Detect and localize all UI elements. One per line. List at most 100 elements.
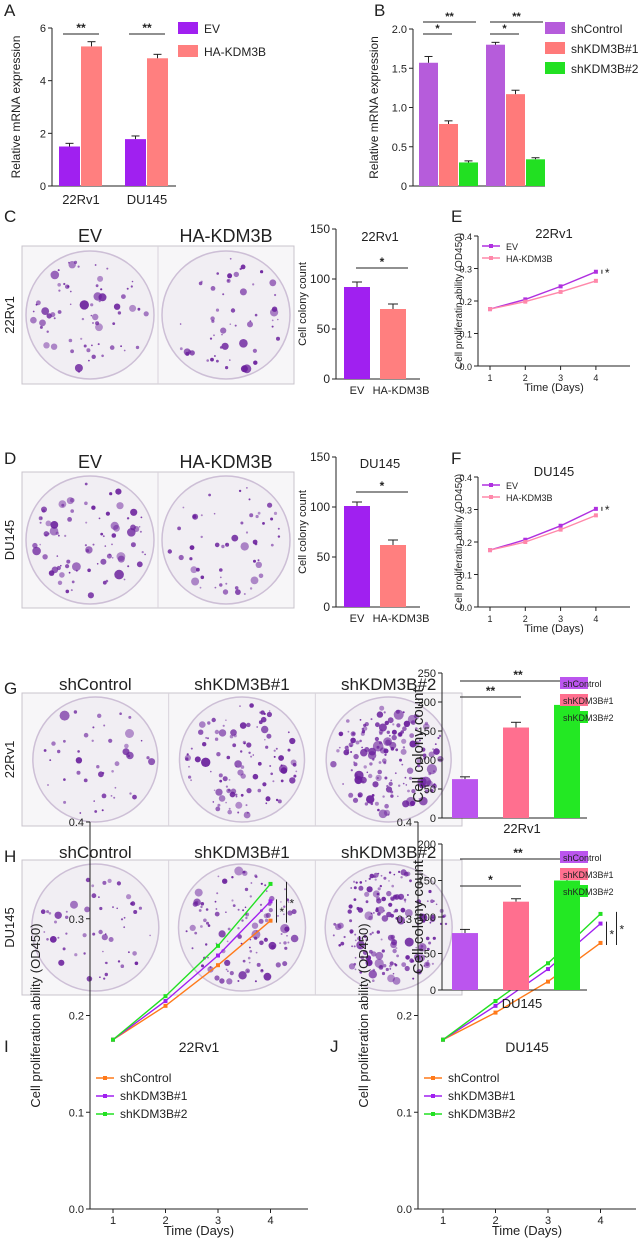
- colony: [357, 936, 362, 941]
- colony: [395, 917, 399, 920]
- colony: [114, 569, 124, 580]
- colony: [91, 354, 96, 359]
- colony: [43, 931, 46, 933]
- colony: [421, 747, 426, 752]
- colony: [46, 910, 50, 914]
- colony: [261, 725, 269, 734]
- colony: [109, 553, 111, 556]
- colony: [245, 968, 251, 974]
- colony: [261, 969, 264, 972]
- colony: [227, 809, 232, 815]
- colony: [54, 920, 57, 924]
- colony: [116, 907, 118, 910]
- colony: [379, 705, 385, 711]
- colony: [226, 978, 233, 985]
- colony: [402, 726, 407, 731]
- colony: [76, 770, 81, 775]
- colony: [84, 906, 90, 913]
- legend-marker: [103, 1076, 107, 1080]
- legend-swatch: [545, 22, 565, 34]
- colony: [228, 807, 231, 810]
- x-tick-label: 3: [558, 373, 563, 383]
- colony: [215, 788, 223, 796]
- significance-label: **: [76, 21, 86, 35]
- colony: [378, 761, 382, 764]
- colony: [121, 294, 126, 299]
- colony: [83, 952, 86, 955]
- colony: [93, 800, 95, 802]
- bar: [503, 727, 529, 818]
- colony: [219, 576, 222, 579]
- bar: [380, 309, 406, 379]
- colony: [359, 970, 363, 974]
- significance-label: *: [380, 255, 385, 269]
- colony: [210, 286, 216, 291]
- colony: [45, 520, 52, 527]
- colony: [242, 959, 246, 963]
- x-tick-label: HA-KDM3B: [373, 613, 430, 625]
- colony: [254, 875, 258, 879]
- x-tick-label: 1: [110, 1215, 116, 1227]
- legend-marker: [489, 495, 493, 499]
- colony: [284, 926, 290, 932]
- colony: [189, 350, 195, 356]
- legend-marker: [489, 256, 493, 260]
- colony: [55, 531, 59, 535]
- colony: [354, 968, 357, 971]
- colony: [189, 545, 195, 550]
- x-tick-label: 4: [593, 614, 598, 624]
- culture-dish: [25, 475, 155, 605]
- colony: [75, 757, 83, 764]
- plate-row-label: 22Rv1: [2, 741, 17, 779]
- colony: [246, 722, 251, 728]
- plate-row-label: DU145: [2, 520, 17, 560]
- colony: [39, 325, 43, 329]
- bar: [344, 506, 370, 607]
- colony: [249, 513, 254, 518]
- colony: [355, 881, 358, 884]
- data-point: [598, 921, 603, 926]
- colony: [252, 754, 255, 756]
- colony: [398, 897, 402, 900]
- colony: [227, 970, 229, 973]
- colony: [198, 909, 202, 912]
- colony: [291, 909, 297, 915]
- colony: [242, 909, 245, 912]
- colony: [383, 964, 387, 968]
- colony: [218, 795, 226, 802]
- colony: [361, 727, 364, 731]
- data-point: [558, 284, 563, 289]
- colony: [111, 557, 114, 559]
- bar: [506, 94, 525, 186]
- colony: [352, 797, 359, 803]
- x-tick-label: 2: [162, 1215, 168, 1227]
- colony: [257, 559, 260, 562]
- y-tick-label: 50: [317, 322, 331, 336]
- colony: [224, 959, 231, 967]
- colony: [79, 300, 90, 310]
- colony: [190, 779, 193, 782]
- colony: [384, 720, 389, 726]
- colony: [234, 760, 242, 768]
- colony: [383, 876, 387, 880]
- significance-label: **: [513, 668, 523, 682]
- colony: [376, 745, 380, 749]
- colony: [279, 942, 282, 945]
- colony: [240, 264, 246, 270]
- colony: [377, 808, 380, 812]
- colony: [50, 270, 60, 280]
- colony: [84, 482, 88, 486]
- colony: [392, 723, 395, 726]
- y-tick-label: 0.4: [459, 232, 472, 242]
- colony: [209, 966, 212, 968]
- colony: [240, 750, 243, 753]
- colony: [216, 359, 219, 363]
- colony: [189, 924, 196, 932]
- colony: [205, 943, 208, 946]
- colony: [92, 932, 96, 936]
- colony: [243, 811, 251, 819]
- legend-label: shControl: [563, 853, 602, 863]
- colony: [109, 345, 115, 350]
- colony: [385, 786, 393, 793]
